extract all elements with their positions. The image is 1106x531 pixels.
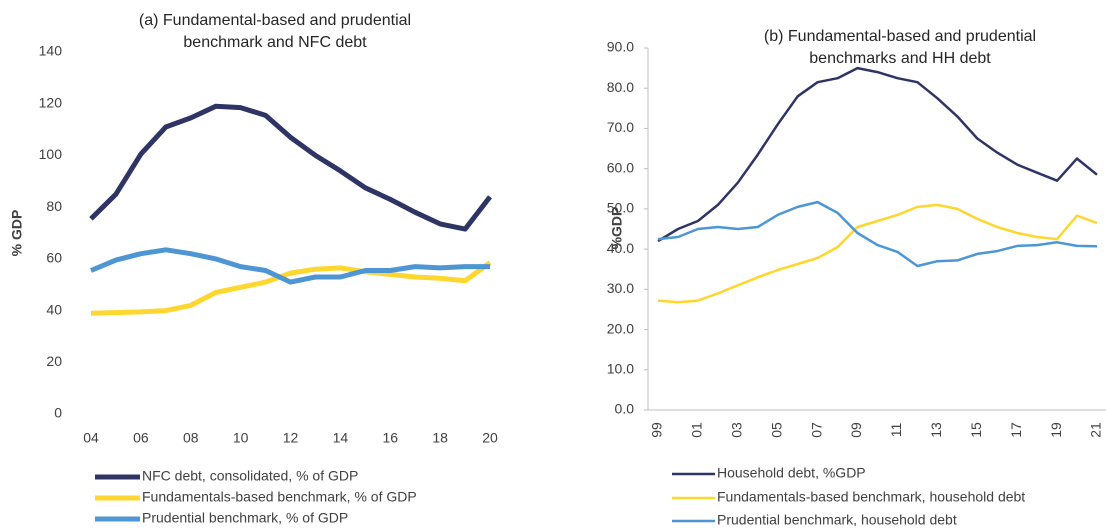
y-tick-label: 0 <box>54 405 62 421</box>
y-axis-label: %GDP <box>609 207 625 250</box>
x-tick-label: 03 <box>729 422 745 438</box>
x-tick-label: 04 <box>83 430 99 446</box>
x-tick-label: 21 <box>1088 422 1104 438</box>
chart-title: (b) Fundamental-based and prudential ben… <box>763 28 1037 67</box>
x-tick-label: 19 <box>1048 422 1064 438</box>
y-tick-label: 40.0 <box>607 240 634 256</box>
x-tick-label: 08 <box>183 430 199 446</box>
x-tick-label: 09 <box>848 422 864 438</box>
x-tick-label: 01 <box>689 422 705 438</box>
y-tick-label: 120 <box>39 94 63 110</box>
legend-label: Prudential benchmark, % of GDP <box>142 510 348 526</box>
x-tick-label: 06 <box>133 430 149 446</box>
y-tick-label: 50.0 <box>607 200 634 216</box>
legend-label: Fundamentals-based benchmark, % of GDP <box>142 489 417 505</box>
y-tick-label: 80.0 <box>607 79 634 95</box>
x-tick-label: 07 <box>808 422 824 438</box>
chart-title: (a) Fundamental-based and prudential ben… <box>138 12 412 51</box>
x-tick-label: 15 <box>968 422 984 438</box>
line <box>657 200 1098 268</box>
line <box>90 260 492 316</box>
y-tick-label: 60 <box>46 250 62 266</box>
x-tick-label: 10 <box>233 430 249 446</box>
legend-label: NFC debt, consolidated, % of GDP <box>142 468 358 484</box>
legend-label: Fundamentals-based benchmark, household … <box>717 489 1025 505</box>
y-tick-label: 140 <box>39 43 63 59</box>
x-tick-label: 20 <box>482 430 498 446</box>
line <box>657 203 1098 304</box>
line <box>89 103 492 232</box>
x-tick-label: 18 <box>432 430 448 446</box>
y-tick-label: 10.0 <box>607 360 634 376</box>
y-tick-label: 80 <box>46 198 62 214</box>
y-tick-label: 20 <box>46 353 62 369</box>
y-tick-label: 100 <box>39 146 63 162</box>
x-tick-label: 11 <box>888 423 904 438</box>
y-tick-label: 20.0 <box>607 320 634 336</box>
y-tick-label: 90.0 <box>607 39 634 55</box>
y-tick-label: 60.0 <box>607 159 634 175</box>
x-tick-label: 99 <box>649 422 665 438</box>
x-tick-label: 17 <box>1008 422 1024 438</box>
x-tick-label: 05 <box>768 422 784 438</box>
y-axis-label: % GDP <box>9 210 25 257</box>
x-tick-label: 14 <box>333 430 349 446</box>
legend-label: Prudential benchmark, household debt <box>717 512 957 528</box>
y-tick-label: 70.0 <box>607 119 634 135</box>
line <box>657 66 1098 243</box>
line <box>90 247 490 285</box>
y-tick-label: 30.0 <box>607 280 634 296</box>
legend-label: Household debt, %GDP <box>717 465 866 481</box>
y-tick-label: 0.0 <box>615 401 635 417</box>
y-tick-label: 40 <box>46 301 62 317</box>
x-tick-label: 16 <box>382 430 398 446</box>
x-tick-label: 13 <box>928 422 944 438</box>
x-tick-label: 12 <box>283 430 299 446</box>
